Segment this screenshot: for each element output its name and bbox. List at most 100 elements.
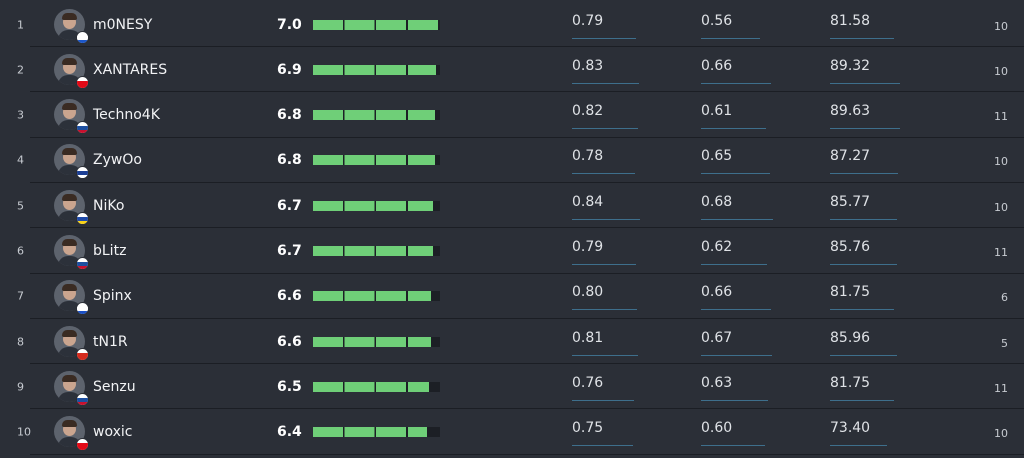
stat-1-underline [572, 399, 634, 401]
table-row[interactable]: 10 woxic 6.4 0.75 0.60 73.40 10 [0, 410, 1024, 455]
row-divider [30, 363, 1024, 365]
rank-number: 6 [17, 244, 24, 258]
row-divider [30, 453, 1024, 455]
maps-played-count: 5 [1001, 336, 1008, 350]
stat-column-3: 85.77 [830, 194, 897, 220]
table-row[interactable]: 7 Spinx 6.6 0.80 0.66 81.75 6 [0, 274, 1024, 319]
rating-bar [313, 19, 440, 30]
flag-stripe-bottom [77, 224, 88, 225]
stat-3-value: 85.76 [830, 239, 871, 255]
player-rating: 6.5 [277, 378, 302, 395]
stat-column-3: 89.63 [830, 103, 900, 130]
player-name-link[interactable]: XANTARES [93, 61, 168, 78]
table-row[interactable]: 2 XANTARES 6.9 0.83 0.66 89.32 10 [0, 47, 1024, 93]
avatar-body-shape [58, 165, 81, 176]
player-name-link[interactable]: Senzu [93, 378, 136, 395]
table-row[interactable]: 3 Techno4K 6.8 0.82 0.61 89.63 11 [0, 93, 1024, 138]
stat-3-value: 89.32 [830, 57, 871, 74]
stat-1-value: 0.79 [572, 12, 604, 29]
rating-bar-fill [313, 200, 433, 211]
stat-column-3: 73.40 [830, 420, 887, 447]
avatar-body-shape [58, 120, 81, 131]
stat-1-underline [572, 128, 638, 130]
avatar-hair-shape [62, 374, 77, 382]
rating-bar-fill [313, 19, 438, 30]
stat-2-underline [701, 399, 768, 401]
player-avatar-icon[interactable] [54, 99, 85, 131]
stat-column-2: 0.63 [701, 375, 768, 401]
player-avatar-icon[interactable] [54, 189, 85, 221]
stat-2-underline [701, 445, 765, 447]
stat-1-underline [572, 218, 640, 220]
flag-stripe-top [77, 262, 88, 266]
stat-3-underline [830, 309, 894, 311]
stat-2-value: 0.67 [701, 329, 733, 346]
avatar-body-shape [58, 29, 81, 40]
player-rating: 6.4 [277, 424, 302, 441]
avatar-body-shape [58, 210, 81, 221]
player-name-link[interactable]: ZywOo [93, 152, 142, 169]
stat-3-underline [830, 82, 900, 84]
country-flag-icon [76, 302, 89, 316]
player-name-link[interactable]: woxic [93, 424, 133, 441]
stat-3-underline [830, 128, 900, 130]
table-row[interactable]: 5 NiKo 6.7 0.84 0.68 85.77 10 [0, 183, 1024, 229]
stat-column-3: 81.75 [830, 374, 894, 401]
country-flag-icon [76, 257, 89, 270]
flag-stripe-middle [77, 401, 88, 405]
rank-number: 2 [17, 63, 24, 77]
flag-stripe-bottom [77, 178, 88, 179]
table-row[interactable]: 1 m0NESY 7.0 0.79 0.56 81.58 10 [0, 2, 1024, 47]
rating-bar-fill [313, 155, 435, 166]
player-name-link[interactable]: bLitz [93, 243, 127, 259]
row-divider [30, 272, 1024, 274]
flag-graphic [77, 307, 88, 315]
stat-1-underline [572, 173, 635, 175]
country-flag-icon [76, 166, 89, 180]
row-divider [30, 91, 1024, 93]
player-rating: 6.6 [277, 333, 302, 350]
table-row[interactable]: 6 bLitz 6.7 0.79 0.62 85.76 11 [0, 229, 1024, 274]
stat-1-underline [572, 309, 637, 311]
rank-number: 1 [17, 18, 24, 31]
rating-bar [313, 110, 440, 121]
stat-column-2: 0.60 [701, 420, 765, 447]
stat-1-underline [572, 264, 636, 265]
player-avatar-icon[interactable] [54, 8, 85, 40]
stat-2-value: 0.68 [701, 193, 733, 210]
stat-2-value: 0.61 [701, 103, 733, 120]
stat-3-value: 81.75 [830, 374, 871, 391]
stat-column-1: 0.84 [572, 194, 640, 220]
flag-graphic [77, 126, 88, 134]
stat-3-underline [830, 354, 897, 356]
rating-bar [313, 155, 440, 166]
player-name-link[interactable]: Spinx [93, 288, 132, 305]
maps-played-count: 11 [994, 246, 1008, 259]
stat-1-underline [572, 445, 633, 447]
table-row[interactable]: 4 ZywOo 6.8 0.78 0.65 87.27 10 [0, 138, 1024, 183]
player-name-link[interactable]: m0NESY [93, 16, 153, 33]
maps-played-count: 10 [994, 200, 1008, 214]
player-name-link[interactable]: NiKo [93, 197, 125, 214]
stat-1-value: 0.80 [572, 284, 604, 301]
stat-1-value: 0.81 [572, 329, 604, 346]
table-row[interactable]: 8 tN1R 6.6 0.81 0.67 85.96 5 [0, 319, 1024, 365]
stat-column-1: 0.81 [572, 329, 638, 356]
table-row[interactable]: 9 Senzu 6.5 0.76 0.63 81.75 11 [0, 364, 1024, 410]
stat-column-3: 81.75 [830, 284, 894, 311]
stat-2-underline [701, 82, 771, 84]
stat-3-value: 81.75 [830, 284, 871, 301]
stat-column-2: 0.65 [701, 148, 770, 175]
player-name-link[interactable]: Techno4K [93, 107, 160, 124]
maps-played-count: 10 [994, 155, 1008, 169]
flag-stripe-top [77, 397, 88, 402]
stat-column-2: 0.61 [701, 103, 766, 130]
player-avatar-icon[interactable] [54, 325, 85, 357]
rank-number: 4 [17, 153, 24, 167]
country-flag-icon [76, 211, 89, 225]
player-name-link[interactable]: tN1R [93, 333, 128, 350]
stat-column-2: 0.68 [701, 193, 773, 220]
player-avatar-icon[interactable] [54, 144, 85, 176]
stat-3-value: 85.96 [830, 329, 871, 346]
rating-bar-fill [313, 381, 429, 392]
